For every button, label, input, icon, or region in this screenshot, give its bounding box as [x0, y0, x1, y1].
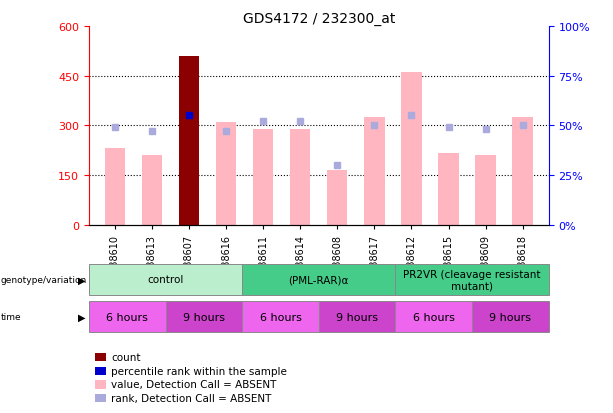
- Bar: [105, 149, 125, 225]
- Bar: [290, 129, 310, 225]
- Text: 6 hours: 6 hours: [106, 312, 148, 322]
- Bar: [512, 118, 533, 225]
- Bar: [364, 118, 384, 225]
- Bar: [253, 129, 273, 225]
- Text: genotype/variation: genotype/variation: [1, 275, 87, 284]
- Text: ▶: ▶: [78, 312, 86, 322]
- Text: 9 hours: 9 hours: [183, 312, 225, 322]
- Bar: [216, 123, 236, 225]
- Text: (PML-RAR)α: (PML-RAR)α: [289, 275, 349, 285]
- Text: 6 hours: 6 hours: [259, 312, 302, 322]
- Bar: [142, 156, 162, 225]
- Bar: [327, 171, 348, 225]
- Text: control: control: [147, 275, 184, 285]
- Text: percentile rank within the sample: percentile rank within the sample: [111, 366, 287, 376]
- Text: 9 hours: 9 hours: [336, 312, 378, 322]
- Text: time: time: [1, 313, 21, 321]
- Text: 6 hours: 6 hours: [413, 312, 455, 322]
- Bar: [179, 57, 199, 225]
- Text: rank, Detection Call = ABSENT: rank, Detection Call = ABSENT: [111, 393, 272, 403]
- Text: 9 hours: 9 hours: [489, 312, 531, 322]
- Text: ▶: ▶: [78, 275, 86, 285]
- Bar: [402, 73, 422, 225]
- Bar: [438, 154, 459, 225]
- Text: PR2VR (cleavage resistant
mutant): PR2VR (cleavage resistant mutant): [403, 269, 541, 291]
- Bar: [476, 156, 496, 225]
- Text: count: count: [111, 352, 140, 362]
- Title: GDS4172 / 232300_at: GDS4172 / 232300_at: [243, 12, 395, 26]
- Text: value, Detection Call = ABSENT: value, Detection Call = ABSENT: [111, 380, 276, 389]
